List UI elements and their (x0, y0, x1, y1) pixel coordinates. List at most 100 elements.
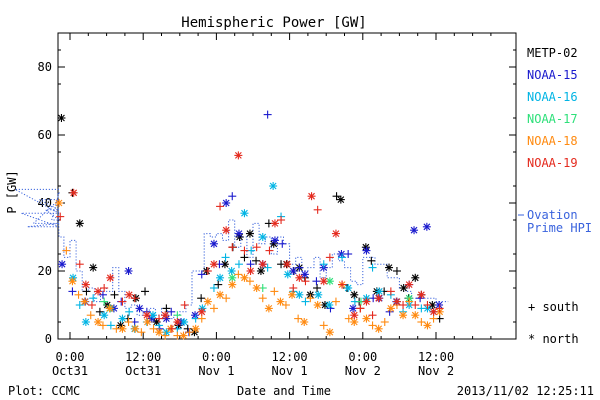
marker-stroke (269, 182, 277, 190)
data-point (167, 307, 176, 316)
data-point (331, 297, 340, 306)
data-point (350, 318, 359, 326)
data-point (265, 246, 274, 255)
data-point (57, 114, 66, 122)
data-point (350, 311, 359, 320)
data-point (162, 328, 171, 337)
data-point (417, 318, 426, 326)
data-point (75, 260, 84, 269)
data-point (313, 301, 322, 309)
y-tick-label: 60 (38, 128, 52, 142)
series-legend: METP-02 NOAA-15 NOAA-16 NOAA-17 NOAA-18 NOAA-… (527, 46, 578, 170)
data-point (362, 297, 371, 306)
data-point (435, 304, 444, 313)
data-point (314, 290, 323, 299)
data-point (392, 267, 401, 275)
marker-stroke (228, 274, 236, 282)
data-point (435, 301, 444, 309)
y-tick-label: 80 (38, 60, 52, 74)
marker-stroke (82, 281, 90, 288)
marker-stroke (375, 325, 383, 333)
marker-stroke (89, 264, 97, 271)
data-point (197, 294, 206, 303)
data-point (162, 304, 171, 313)
legend-entry: NOAA-15 (527, 68, 578, 82)
data-point (167, 324, 176, 333)
marker-stroke (308, 192, 315, 200)
data-point (141, 287, 150, 296)
data-point (325, 253, 334, 262)
data-point (246, 260, 255, 269)
data-point (411, 301, 420, 309)
data-point (209, 304, 218, 313)
data-point (173, 311, 182, 320)
data-point (301, 297, 310, 306)
data-point (216, 290, 225, 299)
data-point (234, 260, 243, 269)
marker-stroke (326, 328, 334, 336)
data-point (142, 311, 151, 320)
data-point (270, 236, 279, 245)
ovation-legend-label-line1: Ovation (527, 208, 578, 222)
data-point (295, 273, 304, 282)
marker-stroke (277, 298, 284, 305)
data-point (149, 324, 158, 333)
data-point (277, 216, 286, 224)
marker-stroke (253, 284, 261, 292)
data-point (362, 314, 371, 323)
data-point (264, 304, 273, 313)
marker-stroke (161, 311, 169, 319)
data-point (228, 280, 237, 289)
legend-entry: METP-02 (527, 46, 578, 60)
data-point (118, 314, 127, 323)
data-point (344, 314, 353, 323)
data-point (179, 331, 188, 340)
marker-stroke (106, 274, 114, 282)
data-point (283, 270, 292, 279)
data-point (240, 246, 249, 255)
data-point (68, 287, 77, 296)
data-point (325, 301, 334, 309)
data-point (180, 318, 189, 326)
data-point (155, 321, 164, 330)
data-point (106, 273, 115, 282)
data-point (98, 290, 107, 299)
data-point (411, 311, 420, 320)
ovation-line-layer (14, 188, 449, 320)
marker-stroke (265, 305, 273, 312)
marker-stroke (326, 277, 334, 285)
y-tick-label: 0 (45, 332, 52, 346)
data-point (197, 314, 206, 323)
data-point (300, 318, 309, 326)
x-tick-date-label: Nov 1 (198, 364, 234, 378)
data-point (362, 246, 371, 255)
marker-stroke (417, 291, 425, 299)
marker-stroke (399, 311, 407, 319)
data-point (332, 192, 341, 201)
data-point (374, 294, 383, 303)
data-point (118, 324, 127, 333)
data-point (252, 284, 261, 292)
data-point (312, 277, 321, 286)
legend-entry: NOAA-18 (527, 134, 578, 148)
y-axis-label: P [GW] (5, 170, 19, 213)
data-point (222, 199, 231, 207)
marker-stroke (350, 291, 358, 299)
marker-stroke (58, 114, 65, 122)
marker-stroke (117, 322, 125, 329)
data-point (367, 256, 376, 265)
x-axis-label: Date and Time (237, 384, 331, 398)
marker-stroke (435, 301, 443, 309)
marker-stroke (180, 332, 187, 339)
north-marker-legend: * north (528, 332, 579, 346)
x-tick-date-label: Oct31 (125, 364, 161, 378)
data-point (269, 182, 278, 190)
data-point (300, 270, 309, 279)
marker-stroke (180, 318, 188, 326)
data-point (74, 290, 83, 299)
data-point (368, 321, 377, 330)
data-point (100, 284, 109, 292)
marker-stroke (228, 267, 236, 275)
data-point (344, 250, 353, 258)
